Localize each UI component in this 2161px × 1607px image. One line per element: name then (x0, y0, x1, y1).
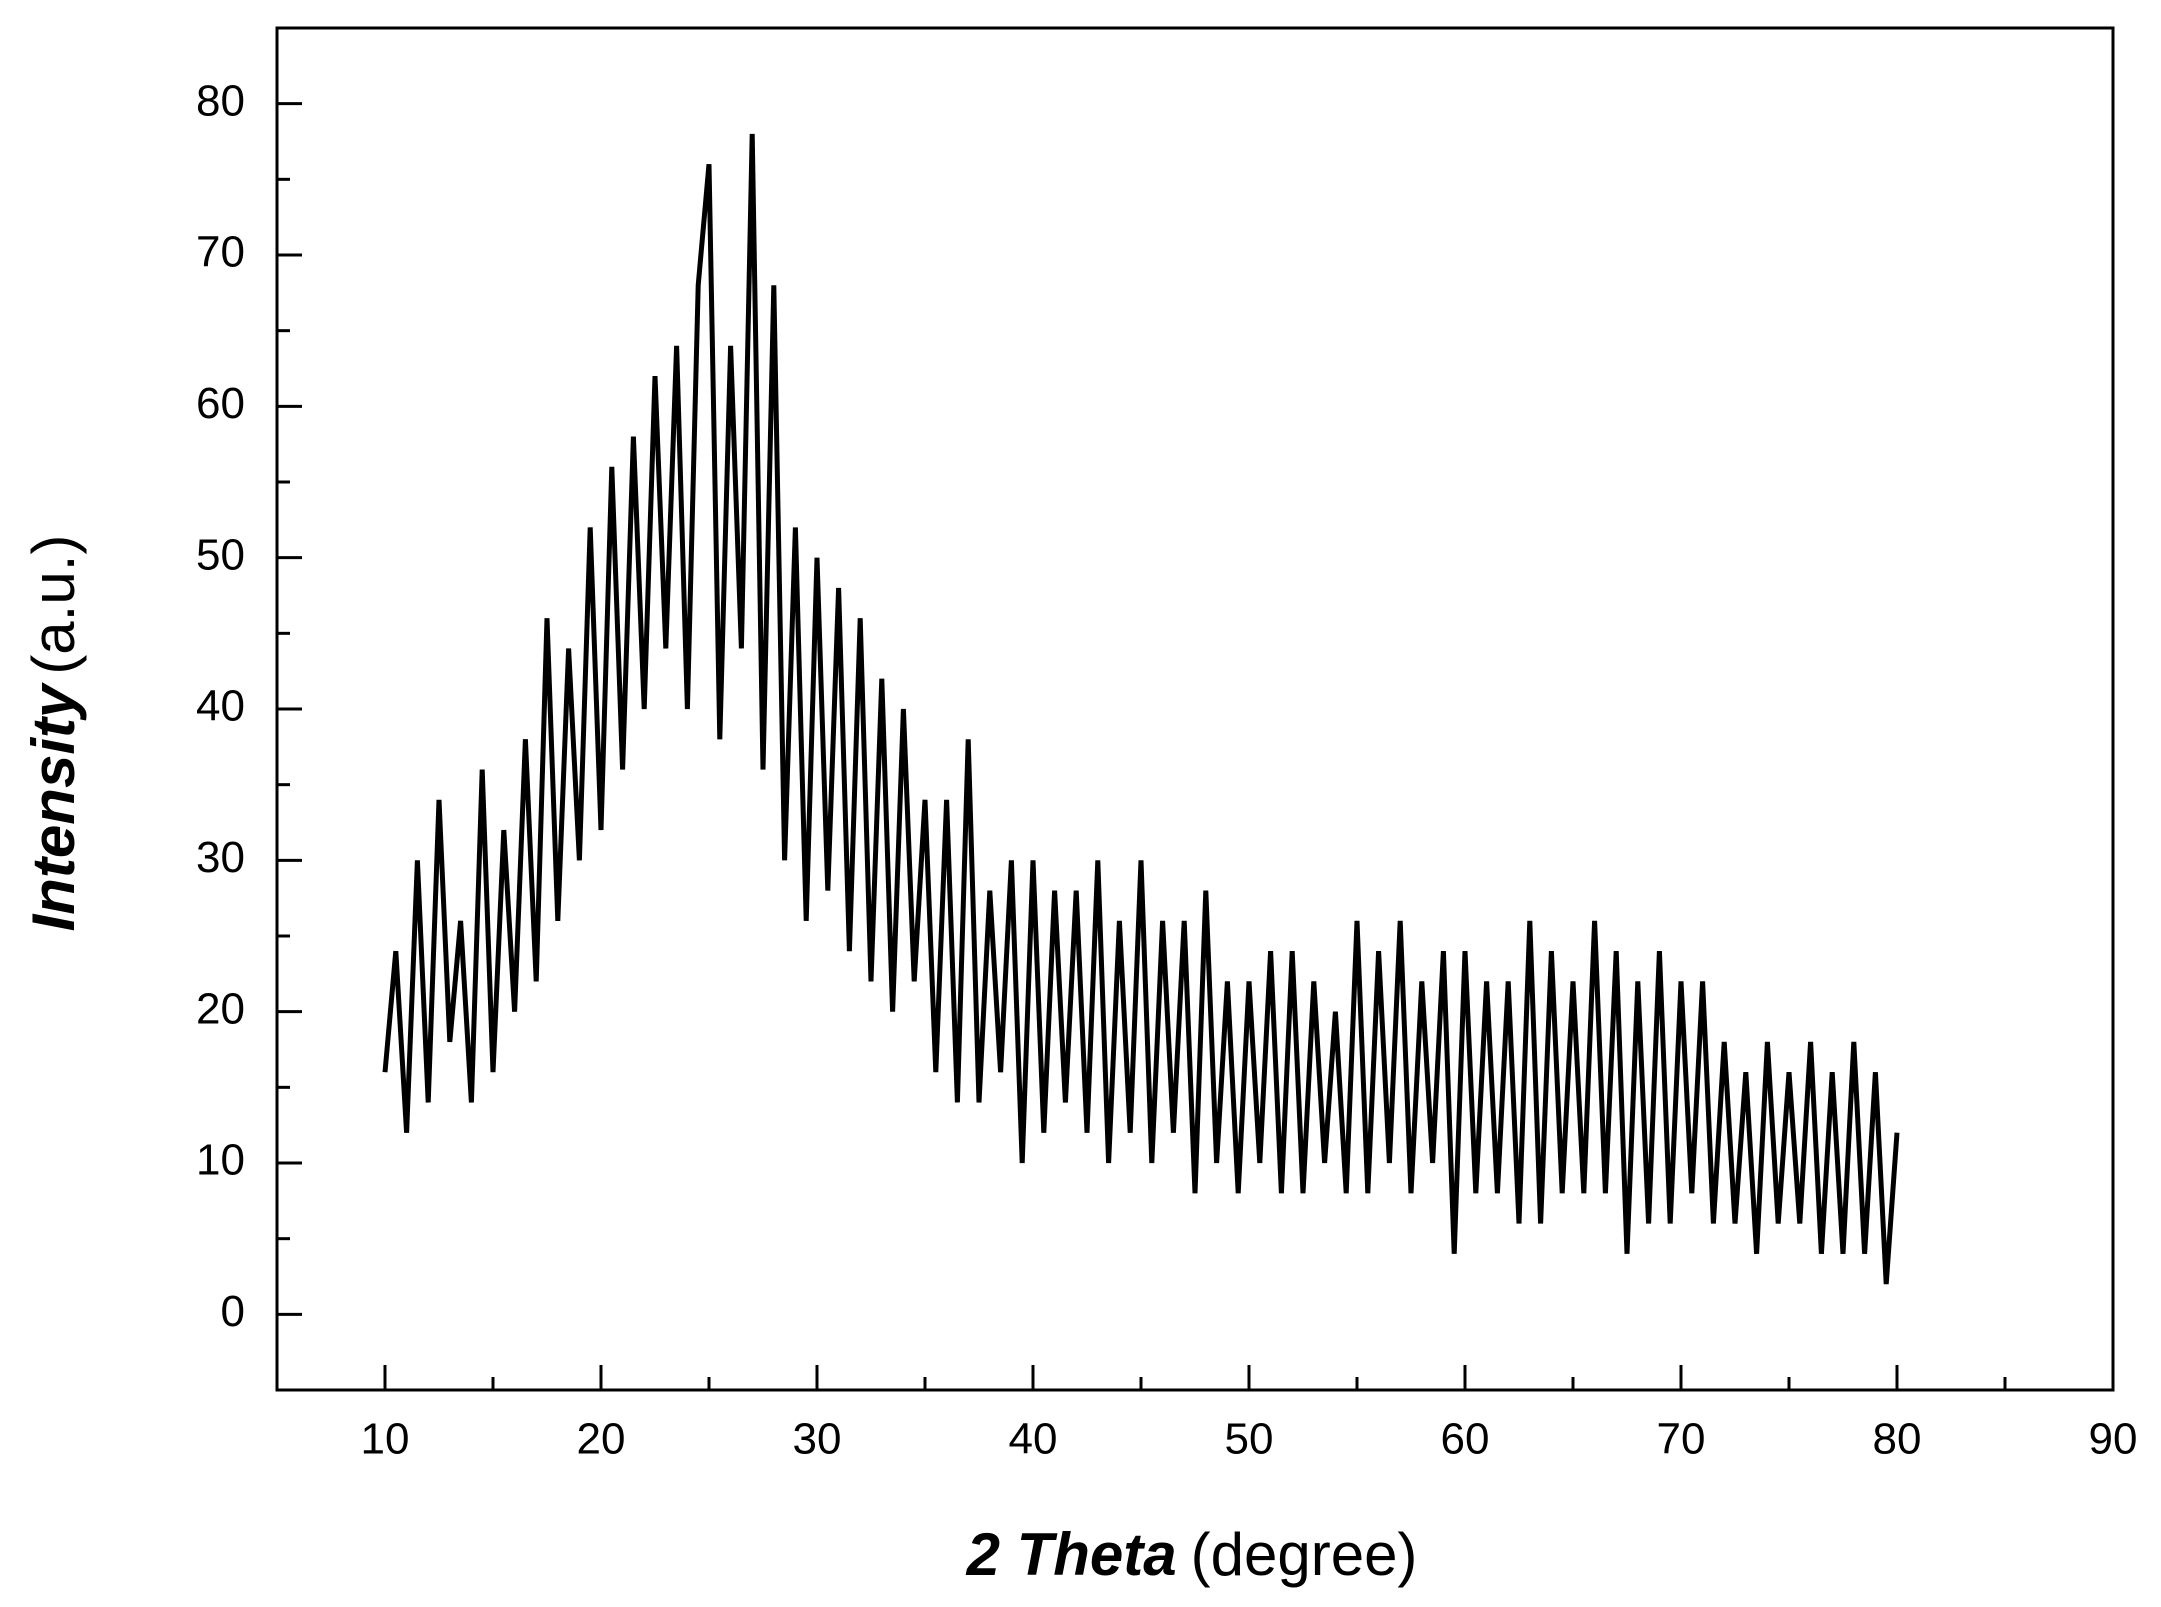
x-tick-label: 70 (1657, 1415, 1706, 1464)
x-tick-label: 90 (2089, 1415, 2138, 1464)
y-axis-label: Intensity (20, 682, 87, 931)
x-axis-title: 2 Theta (degree) (966, 1521, 1418, 1588)
data-line (382, 133, 1900, 1285)
y-tick-label: 0 (221, 1287, 245, 1336)
y-axis-title: Intensity (a.u.) (20, 535, 87, 932)
y-axis-unit: (a.u.) (20, 535, 87, 675)
x-tick-label: 30 (793, 1415, 842, 1464)
x-tick-label: 80 (1873, 1415, 1922, 1464)
y-tick-label: 60 (196, 379, 245, 428)
x-tick-label: 10 (361, 1415, 410, 1464)
y-tick-label: 40 (196, 682, 245, 731)
y-tick-label: 50 (196, 530, 245, 579)
y-tick-label: 30 (196, 833, 245, 882)
y-tick-label: 70 (196, 228, 245, 277)
x-tick-label: 20 (577, 1415, 626, 1464)
x-tick-label: 40 (1009, 1415, 1058, 1464)
x-axis-label: 2 Theta (966, 1521, 1177, 1588)
x-tick-label: 60 (1441, 1415, 1490, 1464)
y-tick-label: 80 (196, 76, 245, 125)
y-tick-label: 10 (196, 1136, 245, 1185)
x-tick-label: 50 (1225, 1415, 1274, 1464)
x-axis-unit: (degree) (1191, 1521, 1418, 1588)
y-tick-label: 20 (196, 984, 245, 1033)
